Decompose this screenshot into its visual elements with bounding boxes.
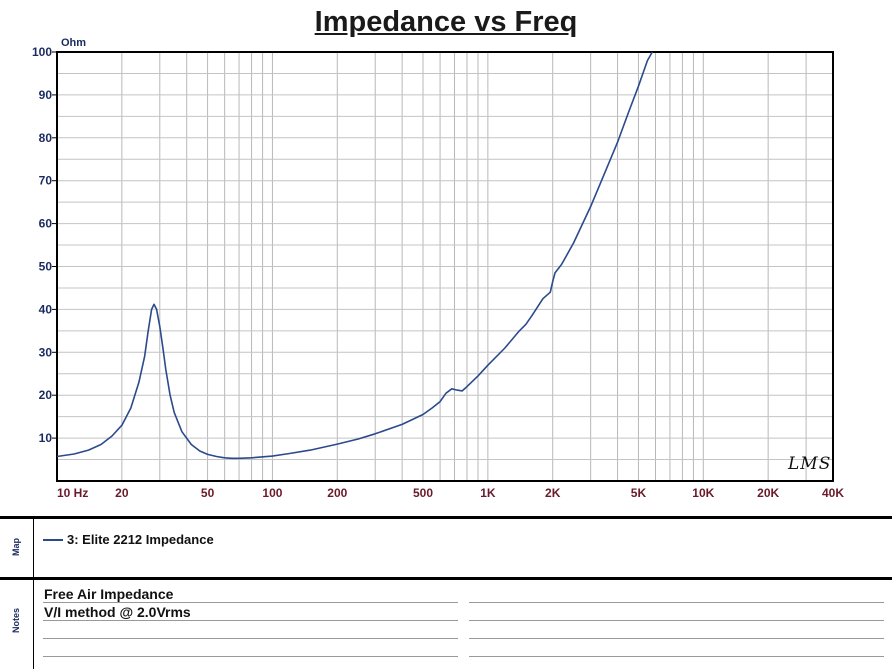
y-tick-label: 60	[39, 217, 53, 231]
map-panel-separator	[33, 519, 34, 577]
note-line-2: V/I method @ 2.0Vrms	[44, 604, 191, 620]
x-tick-label: 20K	[757, 486, 779, 500]
notes-panel-separator	[33, 580, 34, 669]
note-rule	[43, 620, 458, 621]
x-tick-label: 200	[327, 486, 347, 500]
note-rule	[43, 602, 458, 603]
y-tick-label: 30	[39, 345, 53, 359]
grid	[57, 52, 833, 481]
x-tick-label: 1K	[480, 486, 496, 500]
chart-title: Impedance vs Freq	[314, 6, 578, 38]
series-line	[56, 51, 653, 460]
x-tick-label: 10 Hz	[57, 486, 88, 500]
series-layer	[56, 51, 653, 460]
y-tick-label: 20	[39, 388, 53, 402]
legend-entry: 3: Elite 2212 Impedance	[43, 532, 214, 547]
x-tick-label: 500	[413, 486, 433, 500]
y-tick-label: 10	[39, 431, 53, 445]
map-panel-label: Map	[11, 538, 21, 556]
impedance-chart: 10 20 30 40 50 60 70 80 90 100 10 Hz 20 50 100 200 500 1…	[32, 37, 844, 500]
note-rule	[43, 638, 458, 639]
legend-swatch	[43, 538, 63, 541]
x-tick-label: 2K	[545, 486, 561, 500]
y-tick-label: 40	[39, 302, 53, 316]
note-line-1: Free Air Impedance	[44, 586, 174, 602]
axes: 10 20 30 40 50 60 70 80 90 100 10 Hz 20 50 100 200 500 1…	[32, 45, 844, 500]
x-tick-label: 20	[115, 486, 129, 500]
y-tick-label: 50	[39, 260, 53, 274]
notes-panel-top-border	[0, 577, 892, 580]
y-tick-label: 80	[39, 131, 53, 145]
note-rule	[469, 620, 884, 621]
note-rule	[43, 656, 458, 657]
x-tick-label: 100	[262, 486, 282, 500]
y-tick-label: 90	[39, 88, 53, 102]
notes-panel-label: Notes	[11, 607, 21, 633]
y-tick-label: 70	[39, 174, 53, 188]
x-tick-label: 10K	[692, 486, 714, 500]
y-axis-unit-label: Ohm	[61, 37, 86, 49]
lms-watermark: LMS	[788, 454, 832, 474]
x-tick-label: 40K	[822, 486, 844, 500]
x-tick-label: 5K	[631, 486, 647, 500]
note-rule	[469, 602, 884, 603]
note-rule	[469, 638, 884, 639]
x-tick-label: 50	[201, 486, 215, 500]
map-panel-top-border	[0, 516, 892, 519]
note-rule	[469, 656, 884, 657]
legend-entry-label: 3: Elite 2212 Impedance	[67, 532, 214, 547]
y-tick-label: 100	[32, 45, 52, 59]
